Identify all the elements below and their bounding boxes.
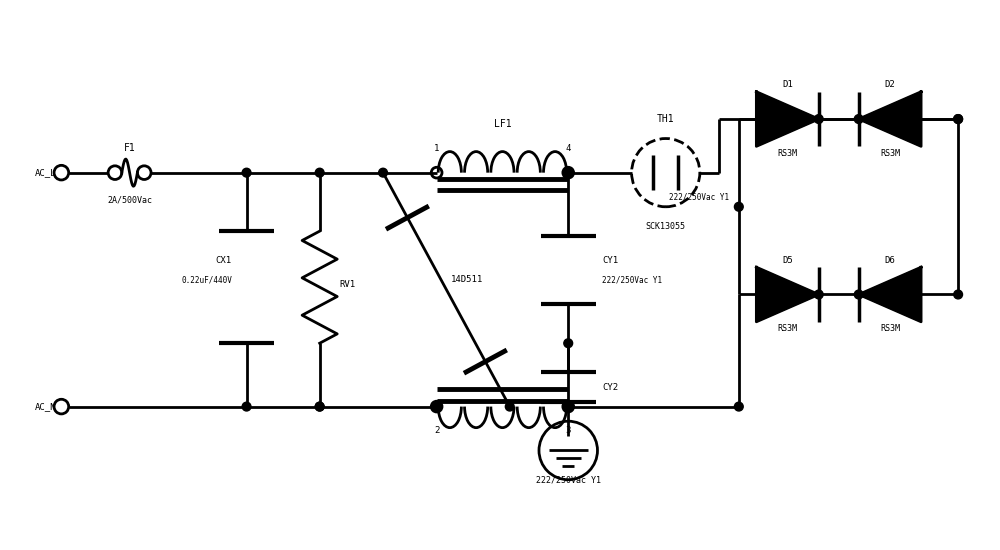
Text: 4: 4 <box>566 144 571 153</box>
Circle shape <box>315 402 324 411</box>
Text: 222/250Vac Y1: 222/250Vac Y1 <box>669 192 729 201</box>
Circle shape <box>954 290 963 299</box>
Text: CY2: CY2 <box>602 383 618 392</box>
Circle shape <box>734 202 743 211</box>
Text: 222/250Vac Y1: 222/250Vac Y1 <box>536 475 601 484</box>
Polygon shape <box>859 92 921 146</box>
Circle shape <box>814 290 823 299</box>
Text: D2: D2 <box>885 80 895 90</box>
Circle shape <box>854 290 863 299</box>
Circle shape <box>379 168 387 177</box>
Circle shape <box>564 402 573 411</box>
Circle shape <box>954 114 963 123</box>
Circle shape <box>814 114 823 123</box>
Text: 14D511: 14D511 <box>451 276 484 284</box>
Circle shape <box>564 402 573 411</box>
Text: 3: 3 <box>566 426 571 436</box>
Circle shape <box>315 168 324 177</box>
Text: RV1: RV1 <box>339 280 355 289</box>
Text: AC_L: AC_L <box>35 168 56 177</box>
Text: 1: 1 <box>434 144 439 153</box>
Text: 0.22uF/440V: 0.22uF/440V <box>181 276 232 284</box>
Text: CY1: CY1 <box>602 256 618 265</box>
Text: D5: D5 <box>782 256 793 265</box>
Text: RS3M: RS3M <box>778 324 798 333</box>
Text: 2: 2 <box>434 426 439 436</box>
Text: 222/250Vac Y1: 222/250Vac Y1 <box>602 276 662 284</box>
Text: TH1: TH1 <box>657 114 675 124</box>
Polygon shape <box>859 267 921 322</box>
Text: RS3M: RS3M <box>880 324 900 333</box>
Text: 2A/500Vac: 2A/500Vac <box>107 195 152 205</box>
Circle shape <box>505 402 514 411</box>
Text: D6: D6 <box>885 256 895 265</box>
Circle shape <box>432 402 441 411</box>
Circle shape <box>564 168 573 177</box>
Polygon shape <box>756 92 819 146</box>
Circle shape <box>242 168 251 177</box>
Circle shape <box>564 339 573 348</box>
Text: SCK13055: SCK13055 <box>646 222 686 231</box>
Circle shape <box>734 402 743 411</box>
Text: AC_N: AC_N <box>35 402 56 411</box>
Circle shape <box>954 114 963 123</box>
Text: RS3M: RS3M <box>880 148 900 158</box>
Text: CX1: CX1 <box>216 256 232 265</box>
Polygon shape <box>756 267 819 322</box>
Text: LF1: LF1 <box>494 119 511 129</box>
Text: RS3M: RS3M <box>778 148 798 158</box>
Circle shape <box>242 402 251 411</box>
Circle shape <box>564 402 573 411</box>
Text: D1: D1 <box>782 80 793 90</box>
Circle shape <box>315 402 324 411</box>
Circle shape <box>854 114 863 123</box>
Text: F1: F1 <box>124 144 135 153</box>
